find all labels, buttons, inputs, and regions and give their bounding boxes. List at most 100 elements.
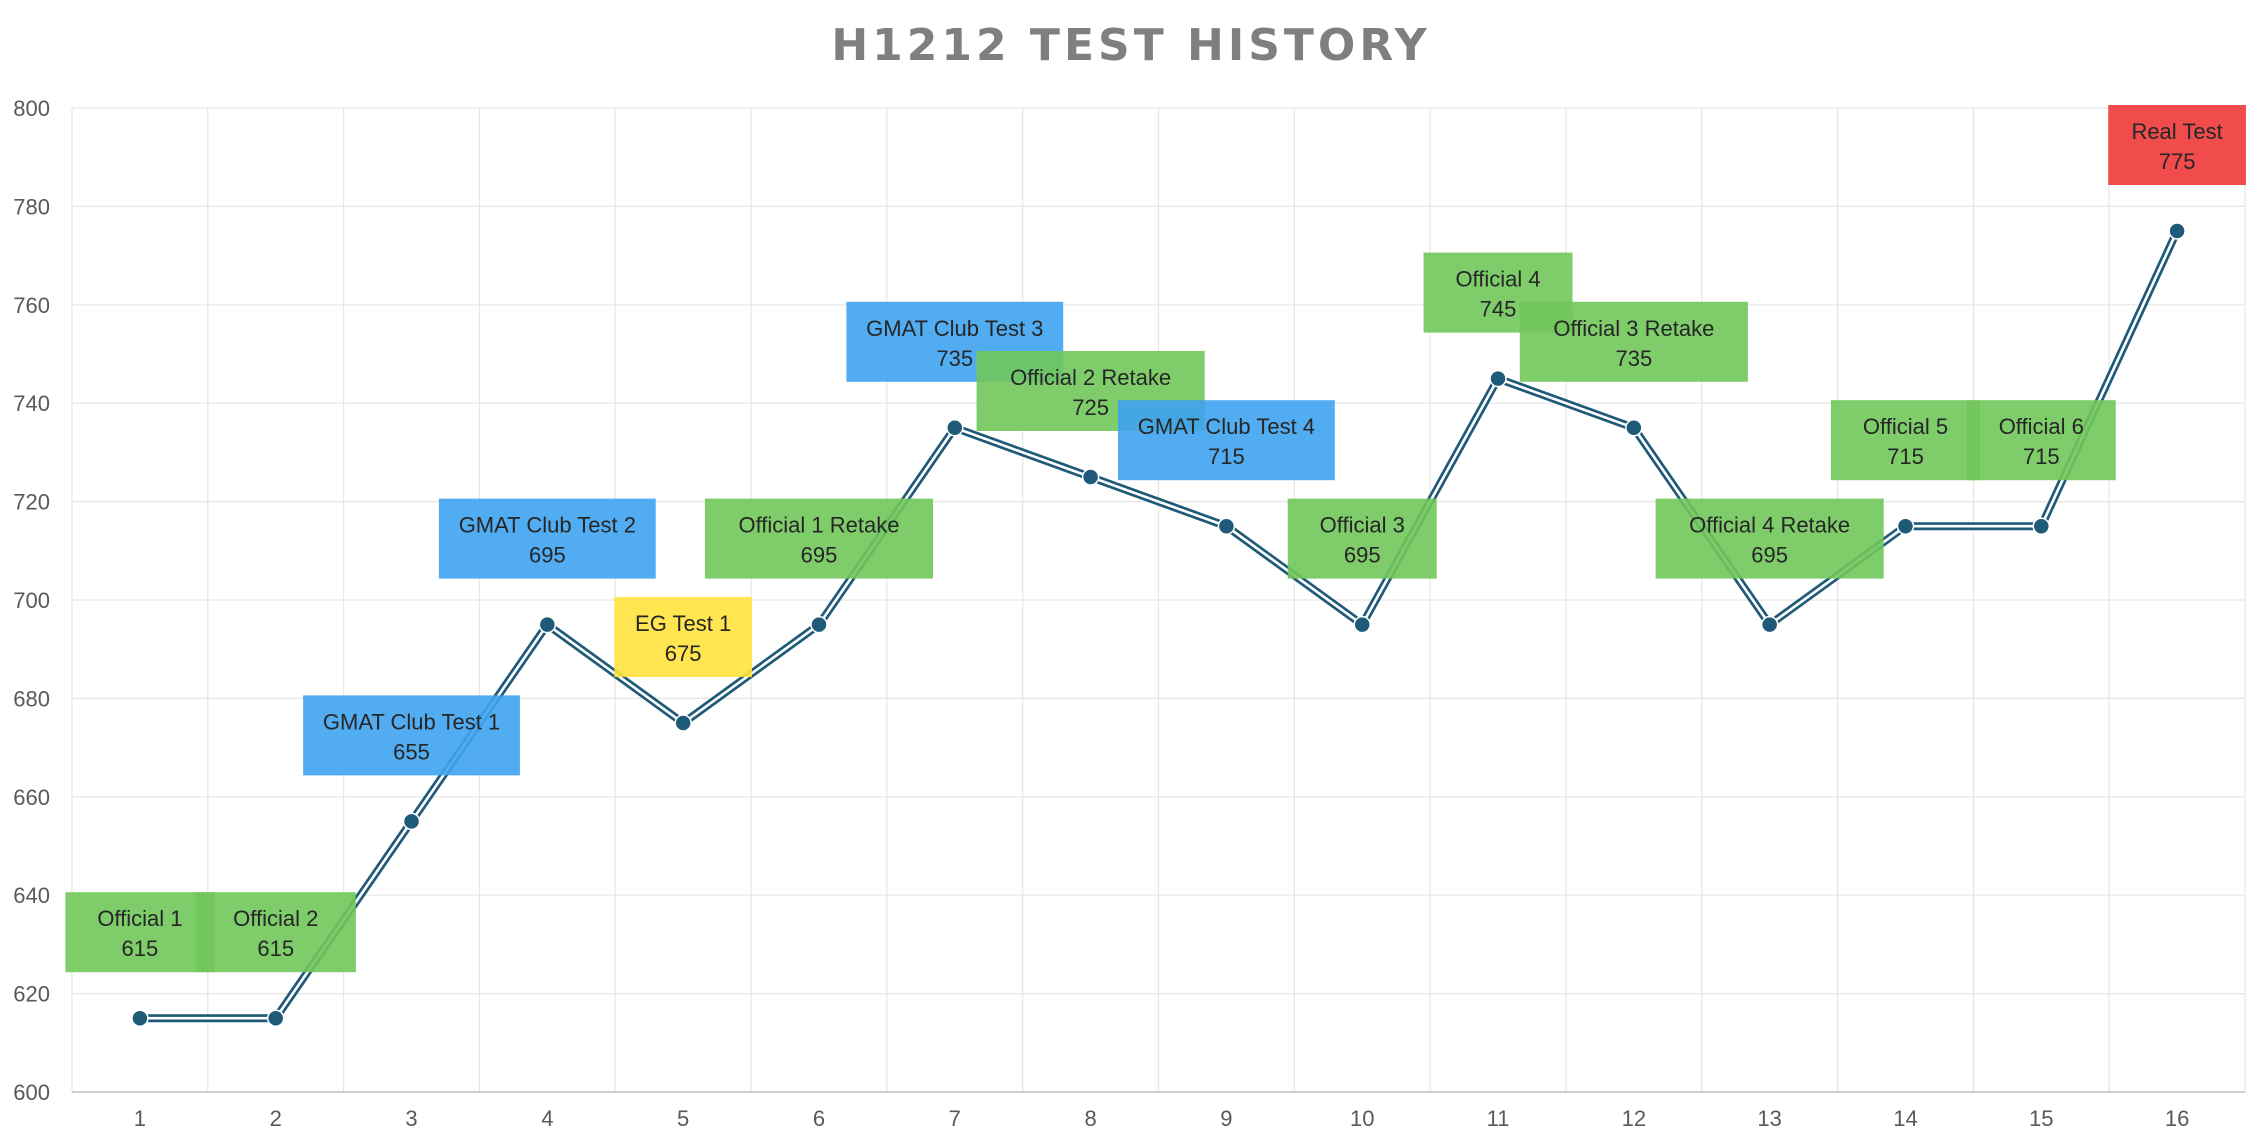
data-label-box [195,892,356,973]
data-label: Real Test 775 [2108,105,2246,185]
data-label-value: 675 [665,641,702,666]
data-label-value: 695 [1751,543,1788,568]
data-label-name: Official 6 [1999,414,2084,439]
data-label-name: Real Test [2131,119,2222,144]
y-tick-label: 720 [13,490,50,515]
y-tick-label: 600 [13,1080,50,1105]
x-tick-label: 2 [270,1106,282,1131]
data-label: GMAT Club Test 1 655 [303,695,520,776]
y-tick-label: 620 [13,982,50,1007]
x-tick-label: 11 [1487,1106,1510,1131]
data-label: Official 6 715 [1966,400,2116,481]
data-label-value: 775 [2159,149,2196,174]
data-label-name: Official 1 [97,906,182,931]
data-label: Official 4 Retake 695 [1655,498,1884,579]
data-label-value: 735 [936,346,973,371]
x-tick-label: 5 [677,1106,689,1131]
data-point [1625,419,1643,437]
y-tick-label: 660 [13,785,50,810]
data-label-name: GMAT Club Test 1 [323,709,500,734]
data-label-value: 725 [1072,395,1109,420]
y-tick-label: 700 [13,588,50,613]
data-markers [131,222,2186,1027]
data-label-value: 715 [1887,444,1924,469]
data-label-box [1519,301,1748,382]
data-label-box [1287,498,1437,579]
data-label: Official 3 695 [1287,498,1437,579]
data-label-value: 655 [393,739,430,764]
data-label-value: 695 [529,543,566,568]
data-label: Official 2 615 [195,892,356,973]
data-label-box [614,597,753,677]
data-label-box [65,892,215,973]
data-point [131,1009,149,1027]
data-point [1217,517,1236,535]
x-tick-label: 14 [1893,1106,1917,1131]
data-label-name: Official 4 [1455,267,1540,292]
chart-title: H1212 TEST HISTORY [831,20,1430,71]
y-tick-label: 760 [13,293,50,318]
data-label-box [1655,498,1884,579]
y-tick-label: 740 [13,391,50,416]
data-label: GMAT Club Test 2 695 [438,498,656,579]
data-point [538,615,557,634]
data-point [1760,615,1779,634]
data-point [810,615,828,634]
data-label: Official 1 Retake 695 [704,498,934,579]
data-label: Official 3 Retake 735 [1519,301,1748,382]
data-label-name: GMAT Club Test 3 [866,316,1043,341]
data-point [402,812,421,831]
data-label-name: EG Test 1 [635,611,731,636]
y-tick-label: 800 [13,96,50,121]
data-label-box [2108,105,2246,185]
data-label-box [1118,400,1335,481]
y-tick-label: 680 [13,686,50,711]
x-tick-label: 10 [1350,1106,1374,1131]
y-tick-label: 640 [13,883,50,908]
data-label-value: 715 [2023,444,2060,469]
data-label-value: 615 [257,936,294,961]
data-label-name: Official 1 Retake [738,513,899,538]
data-point [1353,615,1371,634]
data-label-box [438,498,656,579]
data-label-name: GMAT Club Test 4 [1138,414,1315,439]
data-point [1896,517,1915,535]
data-label-name: Official 5 [1863,414,1948,439]
data-label-name: Official 4 Retake [1689,513,1850,538]
data-label: EG Test 1 675 [614,597,753,677]
data-point [946,419,964,437]
data-point [2032,517,2051,535]
data-labels: Official 1 615 Official 2 615 GMAT Club Test… [65,105,2246,973]
y-tick-label: 780 [13,194,50,219]
x-tick-label: 16 [2165,1106,2189,1131]
data-label-name: Official 3 [1320,513,1405,538]
data-label-box [303,695,520,776]
data-point [266,1009,285,1027]
data-label-value: 695 [801,543,838,568]
data-label-value: 735 [1615,346,1652,371]
data-label-name: Official 2 [233,906,318,931]
data-label-name: Official 3 Retake [1553,316,1714,341]
x-tick-label: 8 [1084,1106,1096,1131]
data-point [1081,468,1100,486]
x-tick-label: 12 [1622,1106,1646,1131]
data-point [1489,369,1507,388]
data-label-box [704,498,934,579]
data-label-value: 695 [1344,543,1381,568]
x-tick-label: 3 [405,1106,417,1131]
data-label: Official 5 715 [1830,400,1980,481]
grid [71,107,2246,1093]
x-tick-label: 9 [1220,1106,1232,1131]
data-label: GMAT Club Test 3 735 [846,301,1064,382]
x-tick-label: 13 [1757,1106,1781,1131]
data-label: GMAT Club Test 4 715 [1118,400,1335,481]
data-label-name: Official 2 Retake [1010,365,1171,390]
x-tick-label: 7 [949,1106,961,1131]
data-label-value: 615 [122,936,159,961]
data-label: Official 1 615 [65,892,215,973]
x-tick-label: 6 [813,1106,825,1131]
data-label-value: 715 [1208,444,1245,469]
